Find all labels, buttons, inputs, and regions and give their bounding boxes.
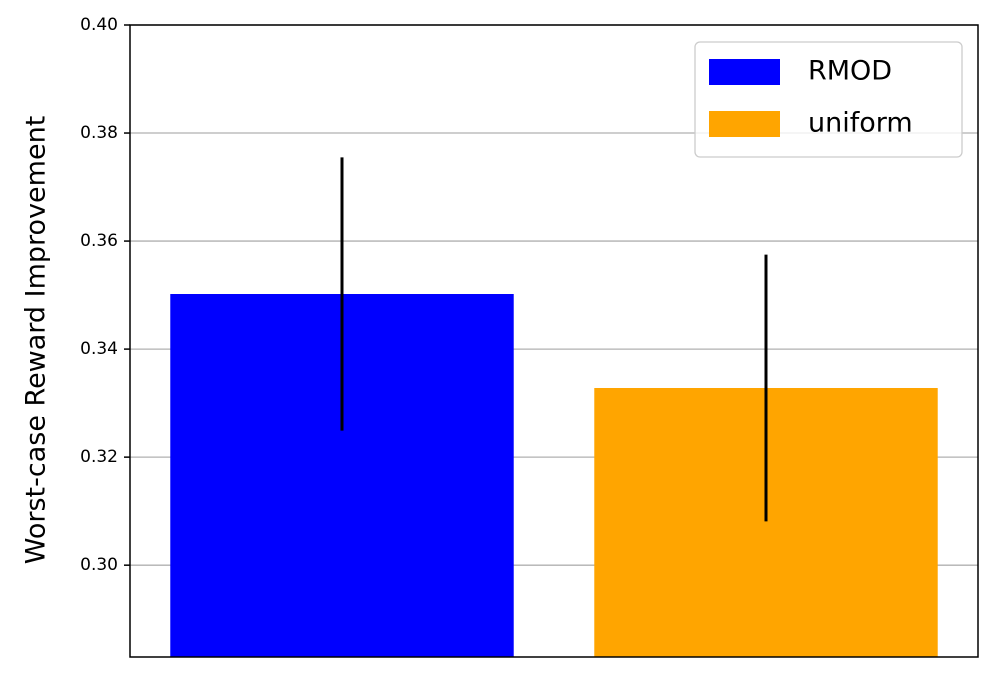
y-tick-label: 0.38: [80, 123, 118, 143]
legend-swatch: [709, 59, 780, 85]
y-tick-label: 0.30: [80, 555, 118, 575]
y-tick-label: 0.40: [80, 15, 118, 35]
y-tick-label: 0.36: [80, 231, 118, 251]
y-tick-label: 0.32: [80, 447, 118, 467]
y-tick-label: 0.34: [80, 339, 118, 359]
legend-label: uniform: [808, 108, 913, 139]
y-axis-label: Worst-case Reward Improvement: [21, 116, 52, 565]
plot-frame: [129, 24, 979, 658]
legend-swatch: [709, 111, 780, 137]
legend-label: RMOD: [808, 56, 892, 87]
